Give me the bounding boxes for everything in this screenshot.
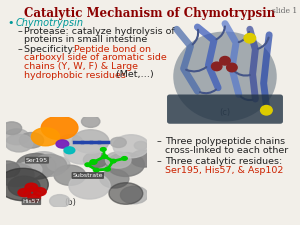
Circle shape [0,163,34,187]
Text: –: – [157,137,162,146]
Circle shape [90,160,97,164]
FancyBboxPatch shape [167,94,283,124]
Circle shape [102,155,107,158]
Circle shape [4,129,29,145]
Text: Protease: catalyze hydrolysis of: Protease: catalyze hydrolysis of [24,27,175,36]
Circle shape [100,169,129,188]
Circle shape [82,116,100,127]
Circle shape [8,176,40,196]
Circle shape [122,157,127,160]
Circle shape [41,116,78,140]
Text: Peptide bond on: Peptide bond on [74,45,151,54]
Circle shape [92,159,109,171]
Ellipse shape [173,32,277,122]
Circle shape [56,140,69,148]
Circle shape [113,135,149,158]
Circle shape [83,152,107,168]
Circle shape [130,150,157,167]
Text: (c): (c) [219,108,231,117]
Circle shape [32,128,60,146]
Text: His57: His57 [22,199,40,204]
Text: (b): (b) [64,198,76,207]
Circle shape [91,160,96,164]
Circle shape [227,63,237,72]
Circle shape [85,163,91,166]
Circle shape [54,165,86,185]
Circle shape [5,134,33,152]
Circle shape [212,62,222,71]
Circle shape [34,188,46,196]
Circle shape [69,173,110,199]
Circle shape [50,195,70,207]
Circle shape [2,122,22,135]
Text: cross-linked to each other: cross-linked to each other [165,146,288,155]
Text: –: – [18,45,23,54]
Circle shape [47,157,70,171]
Circle shape [105,167,110,171]
Circle shape [15,169,36,183]
Text: hydrophobic residues: hydrophobic residues [24,70,126,79]
Circle shape [28,152,60,172]
Circle shape [261,106,272,115]
Text: Substrate: Substrate [73,173,103,178]
Circle shape [244,34,256,43]
Circle shape [109,183,143,204]
Text: –: – [18,27,23,36]
Circle shape [18,189,31,197]
Text: Three catalytic residues:: Three catalytic residues: [165,157,282,166]
Circle shape [25,183,38,191]
Text: carboxyl side of aromatic side: carboxyl side of aromatic side [24,54,167,63]
Circle shape [17,162,42,178]
Circle shape [0,161,20,177]
Circle shape [16,153,56,179]
Circle shape [120,186,148,204]
Circle shape [106,152,131,168]
Circle shape [134,141,147,150]
Circle shape [100,148,106,151]
Circle shape [93,168,99,172]
Circle shape [64,147,75,154]
Circle shape [64,140,101,164]
Text: chains (Y, W, F) & Large: chains (Y, W, F) & Large [24,62,138,71]
Circle shape [72,130,109,153]
Text: •: • [7,18,14,28]
Text: Chymotrypsin: Chymotrypsin [16,18,84,28]
Circle shape [110,137,126,148]
Circle shape [28,194,40,202]
Circle shape [19,133,44,148]
Text: (Met,…): (Met,…) [113,70,154,79]
Text: –: – [157,157,162,166]
Text: Ser195: Ser195 [26,158,48,163]
Text: Ser195, His57, & Asp102: Ser195, His57, & Asp102 [165,166,284,175]
Text: Catalytic Mechanism of Chymotrypsin: Catalytic Mechanism of Chymotrypsin [24,7,276,20]
Text: Specificity:: Specificity: [24,45,79,54]
Circle shape [220,56,230,65]
Circle shape [32,154,67,176]
Circle shape [59,135,83,150]
Text: proteins in small intestine: proteins in small intestine [24,35,147,44]
Text: Three polypeptide chains: Three polypeptide chains [165,137,285,146]
Circle shape [110,159,116,163]
Circle shape [0,168,48,201]
Circle shape [107,153,144,176]
Text: slide 1: slide 1 [272,7,297,15]
